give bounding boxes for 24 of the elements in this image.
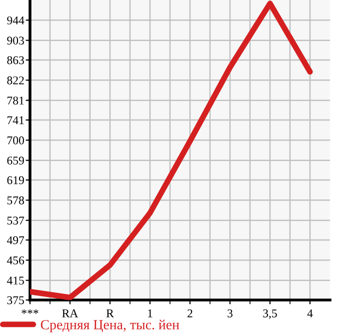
- x-tick-label: R: [106, 309, 114, 318]
- y-tick-label: 781: [8, 96, 24, 105]
- y-tick-label: 497: [6, 236, 24, 244]
- y-tick-label: 619: [7, 176, 24, 184]
- y-tick-label: 659: [7, 156, 24, 165]
- y-tick-label: 415: [6, 276, 24, 285]
- y-tick-label: 863: [7, 56, 24, 64]
- y-tick-label: 578: [7, 196, 24, 204]
- x-tick-label: ***: [22, 309, 38, 314]
- y-tick-label: 375: [7, 296, 24, 304]
- x-tick-label: 3: [228, 309, 232, 318]
- y-tick-label: 537: [7, 216, 24, 225]
- y-tick-label: 700: [8, 136, 24, 144]
- y-tick-label: 741: [8, 116, 24, 124]
- x-tick-label: 1: [148, 309, 152, 318]
- x-tick-label: RA: [62, 309, 78, 318]
- y-tick-label: 822: [7, 76, 24, 84]
- y-tick-label: 903: [7, 36, 24, 45]
- x-tick-label: 3,5: [263, 309, 277, 320]
- y-tick-label: 456: [6, 256, 24, 264]
- x-tick-label: 4: [307, 309, 313, 318]
- x-tick-label: 2: [188, 309, 192, 318]
- legend-label: Средняя Цена, тыс. йен: [40, 320, 180, 332]
- y-tick-label: 944: [7, 16, 24, 24]
